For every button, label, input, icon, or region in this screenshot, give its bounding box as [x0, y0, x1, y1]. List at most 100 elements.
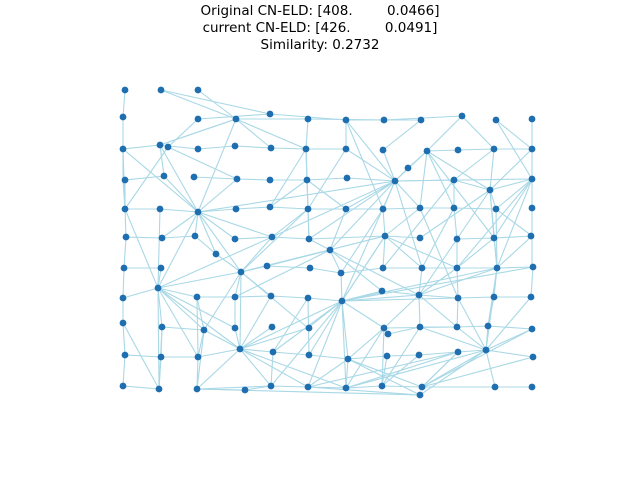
- graph-edge: [340, 208, 384, 274]
- graph-node: [454, 348, 462, 356]
- graph-edge: [157, 287, 199, 358]
- graph-edge: [308, 235, 386, 240]
- graph-node: [191, 232, 199, 240]
- graph-node: [380, 116, 388, 124]
- graph-node: [193, 385, 201, 393]
- graph-node: [304, 294, 312, 302]
- graph-edge: [381, 355, 388, 387]
- title-original-cn-eld: Original CN-ELD: [408. 0.0466]: [200, 3, 440, 19]
- graph-node: [484, 322, 492, 330]
- graph-edge: [161, 326, 205, 331]
- graph-edge: [493, 235, 533, 239]
- graph-node: [306, 264, 314, 272]
- graph-node: [119, 145, 127, 153]
- graph-edge: [193, 176, 238, 180]
- graph-edge: [197, 211, 217, 255]
- graph-edge: [239, 326, 273, 350]
- graph-node: [326, 246, 334, 254]
- graph-edge: [305, 118, 309, 150]
- graph-edge: [157, 287, 236, 329]
- graph-edge: [426, 150, 455, 209]
- graph-edge: [418, 294, 421, 328]
- graph-node: [528, 204, 536, 212]
- graph-edge: [203, 271, 242, 331]
- graph-edge: [240, 236, 273, 273]
- graph-node: [233, 175, 241, 183]
- graph-node: [416, 391, 424, 399]
- graph-edge: [341, 297, 459, 302]
- graph-edge: [270, 351, 274, 387]
- graph-node: [302, 145, 310, 153]
- graph-edge: [419, 207, 459, 299]
- graph-edge: [239, 348, 272, 387]
- graph-edge: [382, 235, 386, 269]
- graph-edge: [308, 300, 343, 356]
- graph-edge: [197, 118, 237, 213]
- graph-edge: [456, 267, 459, 299]
- graph-edge: [341, 300, 385, 329]
- graph-edge: [269, 179, 308, 208]
- graph-edge: [124, 208, 127, 238]
- graph-edge: [418, 267, 458, 296]
- graph-node: [267, 292, 275, 300]
- graph-edge: [489, 148, 495, 191]
- graph-node: [486, 186, 494, 194]
- graph-edge: [157, 287, 198, 298]
- graph-edge: [418, 294, 459, 299]
- graph-edges: [122, 89, 534, 396]
- graph-node: [241, 386, 249, 394]
- graph-edge: [122, 144, 161, 150]
- figure-title: Original CN-ELD: [408. 0.0466] current C…: [0, 3, 640, 54]
- graph-edge: [418, 294, 458, 328]
- graph-edge: [307, 148, 347, 210]
- graph-node: [527, 293, 535, 301]
- graph-edge: [157, 208, 161, 289]
- graph-edge: [196, 388, 421, 396]
- graph-edge: [456, 189, 491, 240]
- graph-edge: [418, 351, 459, 356]
- graph-edge: [495, 208, 533, 237]
- graph-edge: [197, 211, 273, 238]
- graph-node: [267, 144, 275, 152]
- graph-node: [378, 287, 386, 295]
- graph-edge: [345, 180, 396, 210]
- graph-edge: [122, 322, 126, 356]
- graph-edge: [266, 249, 331, 267]
- graph-node: [269, 348, 277, 356]
- graph-node: [492, 116, 500, 124]
- graph-edge: [345, 358, 349, 389]
- graph-node: [194, 86, 202, 94]
- graph-edge: [387, 326, 421, 335]
- graph-node: [491, 383, 499, 391]
- graph-edge: [485, 296, 532, 351]
- graph-edge: [240, 208, 309, 273]
- graph-edge: [345, 148, 396, 182]
- graph-edge: [234, 295, 272, 298]
- graph-node: [232, 205, 240, 213]
- graph-node: [415, 291, 423, 299]
- graph-node: [493, 264, 501, 272]
- graph-node: [157, 86, 165, 94]
- graph-edge: [329, 208, 347, 251]
- graph-edge: [196, 329, 205, 390]
- graph-edge: [308, 180, 396, 240]
- graph-edge: [197, 89, 237, 120]
- graph-node: [453, 235, 461, 243]
- graph-edge: [197, 211, 236, 240]
- graph-node: [231, 293, 239, 301]
- graph-node: [343, 174, 351, 182]
- graph-edge: [159, 144, 165, 177]
- graph-node: [482, 346, 490, 354]
- graph-node: [418, 383, 426, 391]
- graph-edge: [234, 327, 241, 350]
- graph-edge: [122, 89, 126, 118]
- graph-edge: [239, 348, 347, 389]
- graph-node: [266, 110, 274, 118]
- graph-node: [119, 319, 127, 327]
- graph-edge: [122, 148, 199, 213]
- graph-node: [194, 353, 202, 361]
- graph-edge: [272, 351, 310, 356]
- graph-edge: [271, 208, 309, 238]
- graph-edge: [456, 326, 487, 351]
